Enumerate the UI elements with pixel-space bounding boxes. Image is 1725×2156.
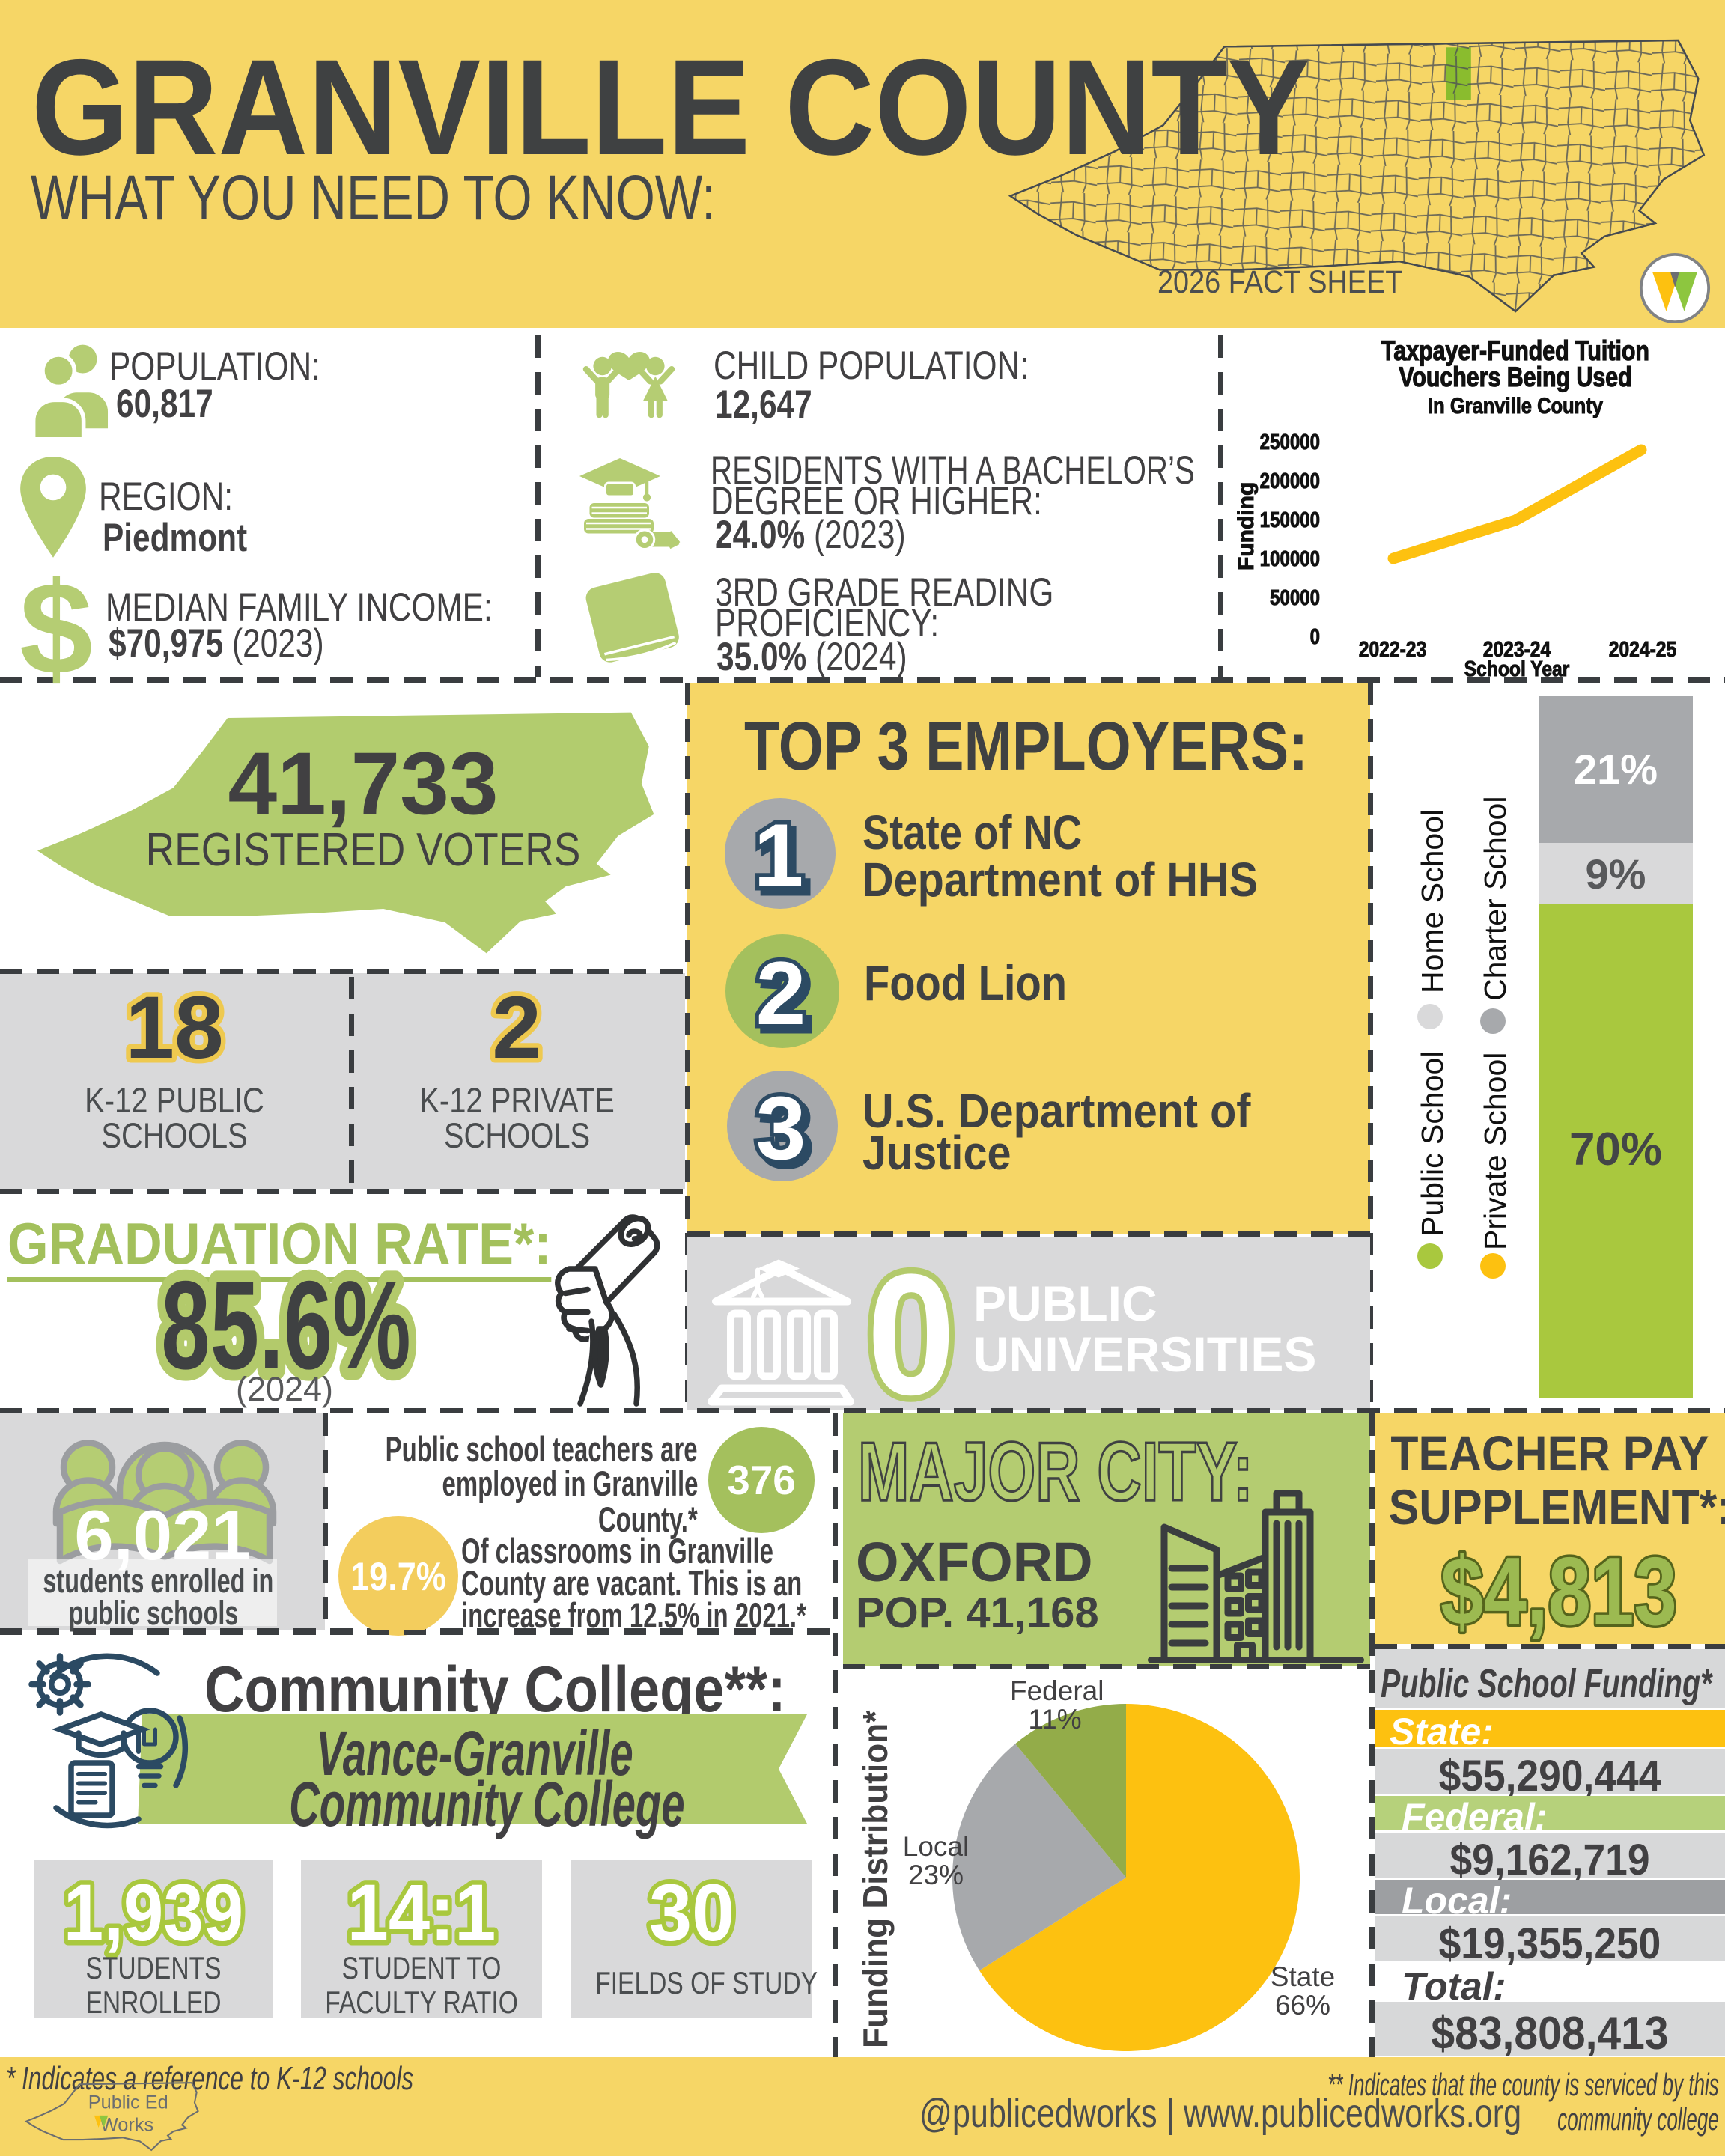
svg-text:Works: Works	[100, 2115, 153, 2136]
svg-text:1: 1	[754, 806, 804, 906]
svg-text:18: 18	[125, 978, 223, 1077]
svg-text:MAJOR CITY:: MAJOR CITY:	[858, 1425, 1253, 1518]
svg-text:30: 30	[649, 1869, 734, 1958]
svg-text:18: 18	[125, 978, 223, 1077]
svg-text:14:1: 14:1	[347, 1867, 496, 1958]
svg-text:3: 3	[756, 1078, 806, 1178]
svg-text:30: 30	[649, 1869, 734, 1958]
svg-text:2: 2	[756, 943, 806, 1044]
svg-text:0: 0	[867, 1238, 955, 1431]
svg-text:Public Ed: Public Ed	[88, 2092, 168, 2113]
svg-text:2: 2	[492, 978, 541, 1077]
svg-text:85.6%: 85.6%	[161, 1255, 410, 1395]
svg-text:2: 2	[492, 978, 541, 1077]
svg-text:1,939: 1,939	[64, 1867, 244, 1958]
svg-text:$4,813: $4,813	[1440, 1537, 1677, 1645]
svg-text:14:1: 14:1	[347, 1867, 496, 1958]
svg-text:0: 0	[867, 1238, 955, 1431]
svg-text:1,939: 1,939	[64, 1867, 244, 1958]
svg-text:85.6%: 85.6%	[161, 1255, 410, 1395]
svg-text:$4,813: $4,813	[1440, 1537, 1677, 1645]
